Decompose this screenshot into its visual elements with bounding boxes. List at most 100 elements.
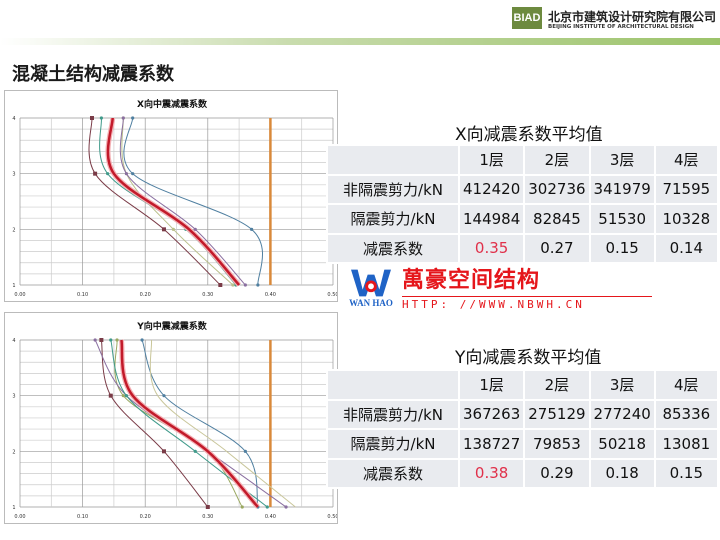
data-point bbox=[171, 227, 175, 231]
table-cell: 0.18 bbox=[588, 457, 656, 489]
table-row: 减震系数 0.35 0.27 0.15 0.14 bbox=[326, 232, 719, 264]
table-cell: 4层 bbox=[653, 144, 719, 176]
data-point bbox=[243, 449, 247, 453]
series-line bbox=[123, 117, 263, 286]
y-table: 1层 2层 3层 4层 非隔震剪力/kN 367263 275129 277240 85336 隔… bbox=[326, 369, 719, 489]
table-cell: 277240 bbox=[588, 398, 656, 430]
table-cell: 79853 bbox=[523, 428, 591, 460]
data-point bbox=[131, 116, 135, 120]
x-tick-label: 0.30 bbox=[202, 292, 213, 298]
data-point bbox=[109, 338, 113, 342]
table-cell: 3层 bbox=[588, 369, 656, 401]
data-point bbox=[193, 227, 197, 231]
x-tick-label: 0.20 bbox=[140, 514, 151, 520]
y-tick-label: 4 bbox=[12, 338, 15, 344]
series-line bbox=[114, 339, 243, 508]
data-point bbox=[124, 394, 129, 398]
table-row: 隔震剪力/kN 138727 79853 50218 13081 bbox=[326, 428, 719, 460]
x-tick-label: 0.20 bbox=[140, 292, 151, 298]
data-point bbox=[243, 283, 247, 287]
x-table: 1层 2层 3层 4层 非隔震剪力/kN 412420 302736 341979 71595 隔… bbox=[326, 144, 719, 264]
table-cell: 0.38 bbox=[457, 457, 526, 489]
data-point bbox=[250, 227, 254, 231]
x-tick-label: 0.00 bbox=[14, 292, 25, 298]
table-cell: 0.14 bbox=[653, 232, 719, 264]
table-cell: 10328 bbox=[653, 203, 719, 235]
row-label: 非隔震剪力/kN bbox=[326, 173, 460, 205]
x-table-title: X向减震系数平均值 bbox=[455, 125, 603, 145]
table-cell: 138727 bbox=[457, 428, 526, 460]
y-tick-label: 1 bbox=[12, 505, 15, 511]
table-cell: 1层 bbox=[457, 144, 526, 176]
table-cell: 144984 bbox=[457, 203, 526, 235]
org-name-cn: 北京市建筑设计研究院有限公司 bbox=[548, 10, 717, 24]
row-label: 隔震剪力/kN bbox=[326, 428, 460, 460]
x-tick-label: 0.30 bbox=[202, 514, 213, 520]
y-chart: Y向中震减震系数 0.00 0.10 0.20 0.30 0.40 0.50 1 2 3 4 bbox=[4, 312, 338, 524]
table-cell: 0.35 bbox=[457, 232, 526, 264]
x-tick-label: 0.50 bbox=[327, 514, 338, 520]
data-point bbox=[106, 172, 110, 176]
table-cell: 51530 bbox=[588, 203, 656, 235]
org-name-en: BEIJING INSTITUTE OF ARCHITECTURAL DESIG… bbox=[548, 24, 694, 30]
table-cell: 2层 bbox=[523, 144, 591, 176]
data-point bbox=[162, 394, 166, 398]
table-cell: 0.29 bbox=[523, 457, 591, 489]
data-point bbox=[265, 505, 269, 509]
table-cell: 302736 bbox=[523, 173, 591, 205]
row-label: 非隔震剪力/kN bbox=[326, 398, 460, 430]
series-line bbox=[121, 117, 234, 286]
data-point bbox=[124, 172, 129, 176]
data-point bbox=[231, 283, 235, 287]
data-point bbox=[108, 393, 113, 398]
table-cell: 82845 bbox=[523, 203, 591, 235]
table-cell: 367263 bbox=[457, 398, 526, 430]
row-label: 减震系数 bbox=[326, 232, 460, 264]
row-label: 隔震剪力/kN bbox=[326, 203, 460, 235]
biad-logo: BIAD bbox=[512, 7, 542, 29]
page-title: 混凝土结构减震系数 bbox=[12, 64, 174, 85]
table-cell: 3层 bbox=[588, 144, 656, 176]
data-point bbox=[140, 338, 144, 342]
table-cell: 13081 bbox=[653, 428, 719, 460]
series-line bbox=[100, 339, 209, 508]
y-table-title: Y向减震系数平均值 bbox=[455, 348, 602, 368]
data-point bbox=[205, 505, 210, 509]
chart-title: X向中震减震系数 bbox=[137, 98, 208, 110]
table-cell: 2层 bbox=[523, 369, 591, 401]
table-cell: 85336 bbox=[653, 398, 719, 430]
row-label: 减震系数 bbox=[326, 457, 460, 489]
data-point bbox=[93, 338, 97, 342]
x-tick-label: 0.50 bbox=[327, 292, 338, 298]
table-row: 隔震剪力/kN 144984 82845 51530 10328 bbox=[326, 203, 719, 235]
series-line bbox=[141, 339, 259, 508]
table-cell: 50218 bbox=[588, 428, 656, 460]
table-cell: 412420 bbox=[457, 173, 526, 205]
x-tick-label: 0.40 bbox=[265, 514, 276, 520]
y-tick-label: 3 bbox=[12, 394, 15, 400]
data-point bbox=[218, 283, 223, 287]
table-row: 非隔震剪力/kN 367263 275129 277240 85336 bbox=[326, 398, 719, 430]
y-tick-label: 2 bbox=[12, 449, 15, 455]
series-line bbox=[149, 339, 296, 508]
header-bar bbox=[0, 38, 720, 45]
data-point bbox=[161, 449, 166, 454]
wanhao-logo-text: WAN HAO bbox=[349, 298, 393, 308]
data-point bbox=[115, 338, 119, 342]
data-point bbox=[161, 227, 166, 232]
table-cell: 1层 bbox=[457, 369, 526, 401]
table-cell: 0.27 bbox=[523, 232, 591, 264]
table-row: 减震系数 0.38 0.29 0.18 0.15 bbox=[326, 457, 719, 489]
data-point bbox=[284, 505, 288, 509]
data-point bbox=[89, 116, 94, 120]
table-cell: 341979 bbox=[588, 173, 656, 205]
table-row: 非隔震剪力/kN 412420 302736 341979 71595 bbox=[326, 173, 719, 205]
table-cell: 275129 bbox=[523, 398, 591, 430]
row-label bbox=[326, 144, 460, 176]
y-tick-label: 4 bbox=[12, 116, 15, 122]
y-tick-label: 1 bbox=[12, 283, 15, 289]
watermark-url: HTTP: //WWW.NBWH.CN bbox=[402, 298, 585, 311]
data-point bbox=[93, 171, 98, 176]
watermark-line bbox=[402, 296, 652, 297]
table-cell: 4层 bbox=[653, 369, 719, 401]
